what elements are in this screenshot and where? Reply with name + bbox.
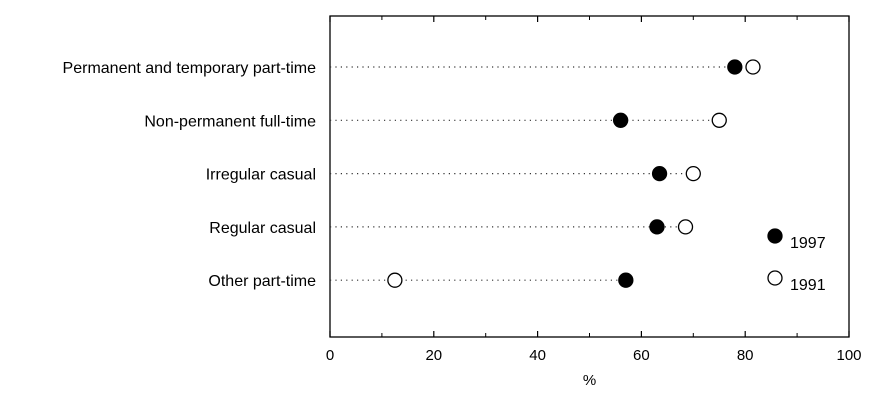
data-point-1997	[618, 272, 634, 288]
data-point-1991	[387, 272, 403, 288]
x-tick-label: 20	[425, 347, 442, 364]
legend-marker-1991	[767, 270, 783, 286]
category-label: Non-permanent full-time	[144, 113, 316, 130]
x-tick-label: 0	[326, 347, 334, 364]
legend-marker-1997	[767, 228, 783, 244]
category-label: Other part-time	[208, 273, 316, 290]
category-label: Permanent and temporary part-time	[63, 60, 317, 77]
data-point-1997	[612, 112, 629, 128]
category-label: Irregular casual	[206, 167, 316, 184]
x-axis-title: %	[583, 372, 596, 389]
data-point-1991	[685, 165, 701, 182]
plot-frame	[329, 15, 850, 338]
data-point-1991	[745, 59, 761, 75]
data-point-1991	[677, 219, 694, 235]
data-point-1997	[649, 219, 665, 235]
category-label: Regular casual	[209, 220, 316, 237]
x-tick-label: 100	[836, 347, 861, 364]
legend-label: 1997	[790, 235, 826, 252]
x-tick-label: 40	[529, 347, 546, 364]
x-tick-label: 60	[633, 347, 650, 364]
data-point-1997	[651, 165, 668, 182]
data-point-1991	[711, 112, 727, 128]
data-point-1997	[727, 59, 743, 75]
x-tick-label: 80	[737, 347, 754, 364]
legend-label: 1991	[790, 277, 826, 294]
